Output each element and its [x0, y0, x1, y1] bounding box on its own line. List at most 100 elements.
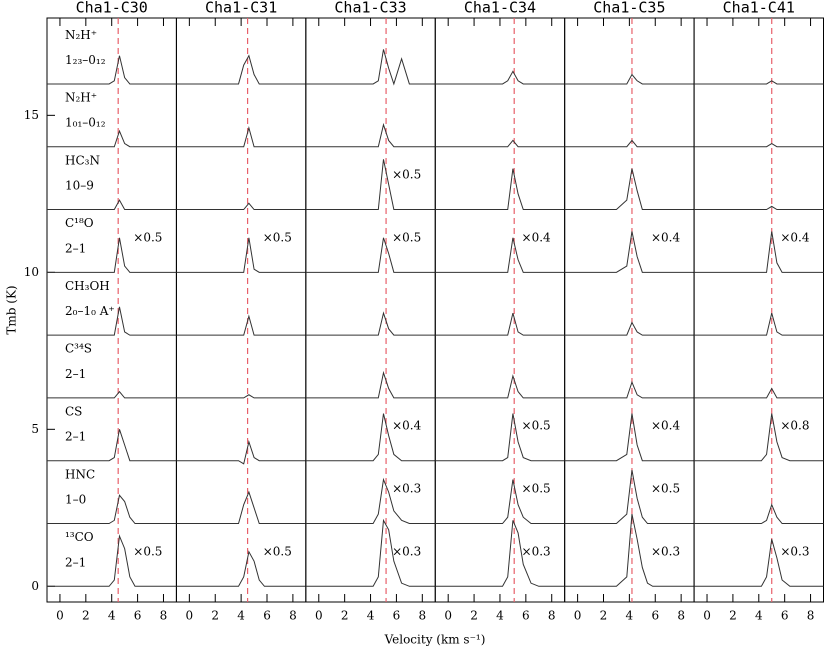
panel-title: Cha1-C30	[76, 0, 148, 17]
species-label: N₂H⁺	[65, 28, 97, 42]
spectrum	[564, 380, 695, 399]
spectrum	[176, 202, 306, 211]
spectrum	[435, 313, 565, 336]
spectrum	[694, 313, 824, 336]
y-axis-label: Tmb (K)	[5, 285, 19, 334]
transition-label: 10–9	[65, 178, 94, 192]
x-tick-label: 8	[289, 609, 297, 623]
spectrum	[47, 429, 177, 462]
spectrum	[305, 413, 436, 462]
spectrum	[305, 237, 436, 273]
species-label: N₂H⁺	[65, 91, 97, 105]
spectrum	[47, 129, 177, 148]
spectrum	[694, 231, 824, 273]
spectrum	[47, 306, 177, 336]
x-tick-label: 2	[341, 609, 349, 623]
spectrum	[435, 70, 565, 85]
scale-label: ×0.3	[522, 544, 551, 558]
scale-label: ×0.4	[522, 230, 552, 244]
y-tick-label: 5	[31, 422, 39, 436]
spectrum	[435, 413, 565, 462]
spectrum	[176, 394, 306, 399]
scale-label: ×0.3	[392, 481, 421, 495]
x-tick-label: 8	[548, 609, 556, 623]
transition-label: 2–1	[65, 555, 86, 569]
scale-label: ×0.5	[651, 481, 680, 495]
spectrum	[694, 80, 824, 85]
x-tick-label: 8	[160, 609, 168, 623]
x-tick-label: 6	[263, 609, 271, 623]
species-label: HC₃N	[65, 153, 100, 167]
spectrum	[305, 122, 436, 148]
spectrum	[435, 520, 565, 587]
spectrum	[435, 374, 565, 399]
x-tick-label: 4	[367, 609, 375, 623]
x-axis-label: Velocity (km s⁻¹)	[384, 633, 486, 647]
species-label: CH₃OH	[65, 279, 110, 293]
transition-label: 2₀–1₀ A⁺	[65, 304, 115, 318]
spectrum	[176, 126, 306, 148]
spectrum	[176, 440, 306, 465]
spectrum	[435, 168, 565, 211]
species-label: C¹⁸O	[65, 216, 94, 230]
transition-label: 1–0	[65, 492, 86, 506]
scale-label: ×0.5	[522, 481, 551, 495]
x-tick-label: 0	[186, 609, 194, 623]
panel-frame	[305, 17, 436, 603]
spectrum	[694, 387, 824, 399]
spectrum	[47, 55, 177, 85]
x-tick-label: 4	[626, 609, 634, 623]
spectrum	[694, 503, 824, 525]
spectrum	[694, 413, 824, 462]
spectrum	[435, 479, 565, 525]
x-tick-label: 0	[703, 609, 711, 623]
x-tick-label: 2	[211, 609, 219, 623]
transition-label: 2–1	[65, 241, 86, 255]
scale-label: ×0.5	[133, 544, 162, 558]
scale-label: ×0.5	[522, 419, 551, 433]
spectrum	[564, 470, 695, 525]
spectrum	[564, 139, 695, 148]
spectrum	[564, 73, 695, 85]
scale-label: ×0.4	[780, 230, 810, 244]
spectrum	[176, 490, 306, 525]
spectrum	[47, 534, 177, 587]
spectrum	[694, 143, 824, 148]
panel-frame	[434, 17, 566, 603]
spectrum	[305, 518, 436, 587]
spectrum	[305, 370, 436, 399]
species-label: CS	[65, 405, 82, 419]
spectrum	[176, 237, 306, 273]
spectrum	[564, 231, 695, 273]
scale-label: ×0.4	[651, 230, 681, 244]
spectrum	[47, 199, 177, 211]
spectrum	[305, 311, 436, 336]
spectrum	[47, 390, 177, 399]
x-tick-label: 2	[600, 609, 608, 623]
spectrum	[435, 139, 565, 148]
scale-label: ×0.8	[780, 419, 809, 433]
scale-label: ×0.5	[392, 230, 421, 244]
x-tick-label: 8	[677, 609, 685, 623]
spectrum	[176, 550, 306, 587]
spectrum	[176, 314, 306, 336]
spectrum	[694, 539, 824, 587]
x-tick-label: 6	[134, 609, 142, 623]
species-label: HNC	[65, 467, 95, 481]
x-tick-label: 2	[470, 609, 478, 623]
spectrum	[435, 237, 565, 273]
x-tick-label: 4	[108, 609, 116, 623]
panel-title: Cha1-C31	[205, 0, 277, 17]
spectrum	[564, 513, 695, 587]
transition-label: 1₀₁–0₁₂	[65, 116, 106, 130]
panel-title: Cha1-C35	[593, 0, 665, 17]
spectrum	[305, 49, 436, 86]
scale-label: ×0.5	[263, 230, 292, 244]
species-label: C³⁴S	[65, 342, 92, 356]
x-tick-label: 6	[522, 609, 530, 623]
x-tick-label: 4	[237, 609, 245, 623]
x-tick-label: 4	[496, 609, 504, 623]
y-tick-label: 10	[24, 265, 39, 279]
x-tick-label: 8	[807, 609, 815, 623]
